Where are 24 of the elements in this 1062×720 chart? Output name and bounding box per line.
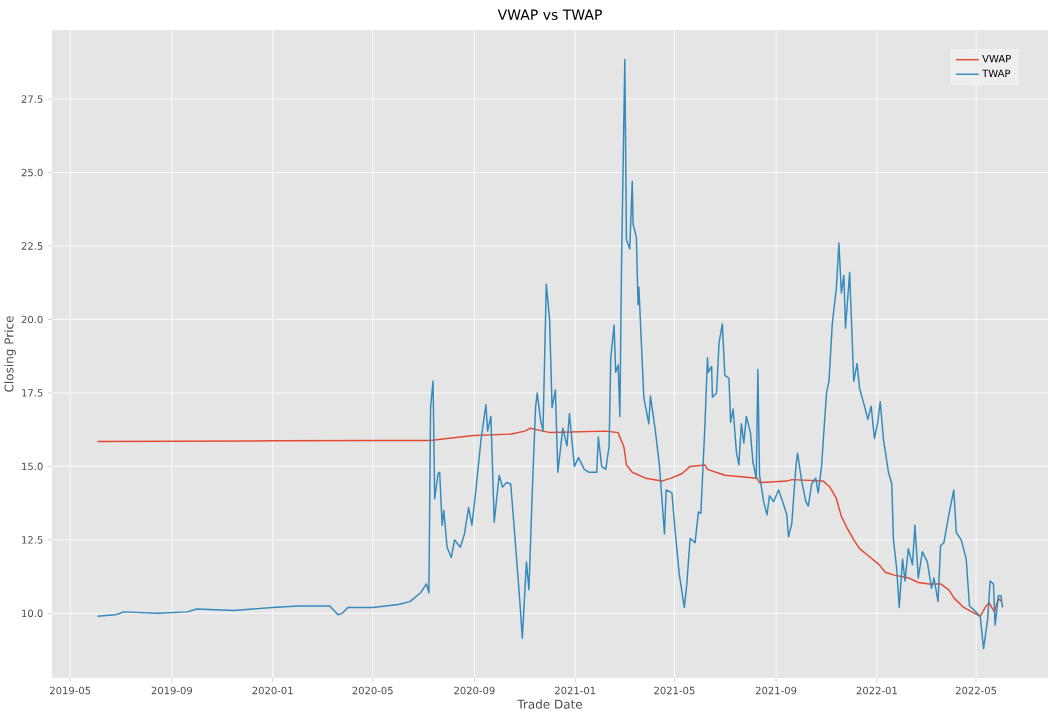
x-tick-label: 2019-09: [151, 686, 193, 695]
y-axis-title: Closing Price: [4, 316, 16, 392]
x-tick-label: 2020-09: [454, 686, 495, 695]
y-tick-label: 12.5: [22, 536, 43, 544]
x-tick-label: 2020-05: [352, 686, 393, 695]
y-tick-label: 20.0: [21, 315, 43, 324]
y-tick-label: 17.5: [22, 389, 43, 397]
y-tick-label: 15.0: [22, 462, 43, 471]
x-tick-label: 2022-05: [955, 686, 997, 695]
x-tick-label: 2021-01: [555, 686, 596, 695]
chart-title: VWAP vs TWAP: [497, 9, 602, 20]
x-axis-title: Trade Date: [517, 699, 583, 709]
x-tick-label: 2022-01: [856, 686, 897, 695]
y-tick-label: 22.5: [21, 242, 43, 250]
y-tick-label: 10.0: [22, 609, 43, 618]
x-tick-label: 2021-05: [654, 686, 695, 695]
x-tick-label: 2019-05: [50, 686, 91, 695]
x-tick-label: 2020-01: [252, 686, 293, 695]
y-tick-label: 25.0: [21, 168, 43, 177]
x-tick-label: 2021-09: [755, 686, 797, 695]
legend-label: TWAP: [982, 69, 1011, 77]
line-series: [96, 427, 1003, 618]
y-tick-label: 27.5: [21, 95, 43, 103]
legend-label: VWAP: [982, 55, 1011, 63]
